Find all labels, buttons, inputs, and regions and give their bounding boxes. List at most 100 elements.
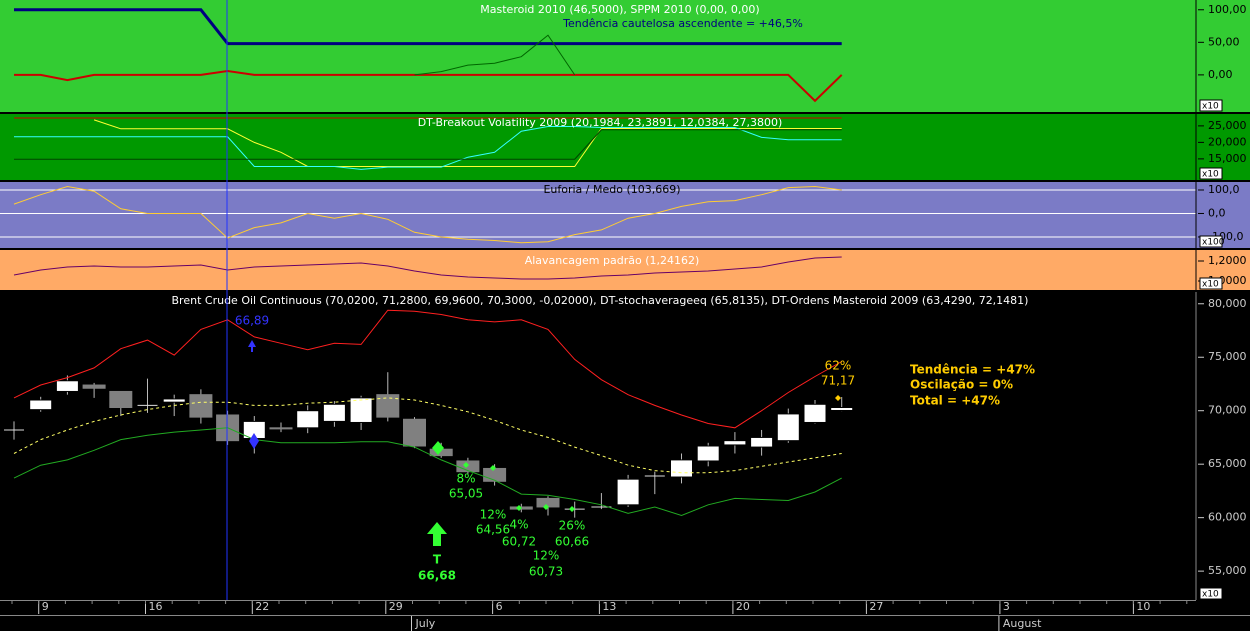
panel-background (0, 292, 1250, 600)
x-tick-label: 9 (42, 600, 49, 613)
annotation: 60,72 (502, 535, 536, 549)
annotation: 66,68 (418, 569, 456, 583)
x-tick-label: 13 (602, 600, 616, 613)
buy-arrow (427, 522, 447, 546)
candle-body (162, 398, 186, 403)
candle-body (616, 478, 640, 506)
y-tick-label: 15,000 (1208, 152, 1247, 165)
panel-subtitle: Tendência cautelosa ascendente = +46,5% (562, 17, 803, 30)
y-tick-label: 25,000 (1208, 119, 1247, 132)
y-tick-label: 1,2000 (1208, 254, 1247, 267)
scale-box (1199, 99, 1223, 112)
panel-title: Alavancagem padrão (1,24162) (525, 254, 700, 267)
x-tick-label: 6 (496, 600, 503, 613)
annotation: 26% (559, 519, 586, 533)
x-tick-label: 27 (869, 600, 883, 613)
x-tick-label: 3 (1003, 600, 1010, 613)
panel-title: Brent Crude Oil Continuous (70,0200, 71,… (172, 294, 1029, 307)
candle-body (322, 403, 346, 422)
candle-body (670, 459, 693, 478)
candle-body (55, 380, 79, 392)
series-line (14, 129, 842, 160)
candle-body (29, 399, 53, 411)
candle-body (189, 394, 213, 418)
candle-body (776, 413, 800, 442)
y-tick-label: 50,00 (1208, 35, 1240, 48)
candle-body (109, 390, 133, 409)
annotation: Oscilação = 0% (910, 378, 1013, 392)
candle-body (723, 440, 747, 446)
y-tick-label: 100,00 (1208, 3, 1247, 16)
scale-box (1199, 167, 1223, 180)
annotation: Total = +47% (910, 394, 1000, 408)
green-dot (516, 505, 522, 511)
blue-diamond (249, 433, 259, 449)
series-line (13, 397, 842, 474)
y-tick-label: 0,0 (1208, 206, 1226, 219)
x-tick-label: 10 (1136, 600, 1150, 613)
panel-title: Euforia / Medo (103,669) (543, 183, 680, 196)
annotation: 60,73 (529, 565, 563, 579)
panel-background (0, 114, 1250, 180)
blue-arrow (248, 340, 256, 352)
candle-body (376, 394, 400, 418)
scale-label: x10 (1202, 102, 1219, 112)
series-line (14, 8, 842, 46)
y-tick-label: 55,000 (1208, 564, 1247, 577)
green-dot (490, 465, 496, 471)
scale-label: x10 (1202, 280, 1219, 290)
green-dot (543, 504, 549, 510)
panel-title: Masteroid 2010 (46,5000), SPPM 2010 (0,0… (480, 3, 759, 16)
x-tick-label: 20 (736, 600, 750, 613)
green-dot (569, 506, 575, 512)
candle-body (830, 407, 854, 411)
annotation: 4% (509, 518, 528, 532)
candle-body (803, 403, 827, 423)
month-label: July (415, 617, 436, 630)
y-tick-label: 65,000 (1208, 457, 1247, 470)
y-tick-label: 100,0 (1208, 183, 1240, 196)
scale-box (1199, 277, 1223, 290)
scale-box (1199, 587, 1223, 600)
green-dot (463, 462, 469, 468)
scale-label: x10 (1202, 590, 1219, 600)
candle-body (296, 410, 320, 429)
annotation: 12% (533, 549, 560, 563)
annotation: T (433, 553, 442, 567)
scale-box (1199, 235, 1223, 248)
series-line (13, 427, 842, 517)
candle-body (483, 467, 507, 482)
panel-background (0, 250, 1250, 290)
annotation: 12% (480, 508, 507, 522)
y-tick-label: 80,000 (1208, 297, 1247, 310)
x-tick-label: 16 (149, 600, 163, 613)
month-label: August (1003, 617, 1042, 630)
annotation: Tendência = +47% (910, 363, 1035, 377)
signal-markers (226, 0, 841, 600)
y-tick-label: 70,000 (1208, 404, 1247, 417)
series-line (414, 34, 576, 76)
series-line (13, 185, 842, 244)
y-tick-label: 0,00 (1208, 68, 1233, 81)
yellow-dot (835, 395, 841, 401)
candle-body (403, 418, 426, 447)
candle-body (750, 436, 774, 448)
series-line (14, 69, 843, 103)
annotation: 66,89 (235, 314, 269, 328)
annotation: 64,56 (476, 523, 510, 537)
y-tick-label: 20,000 (1208, 135, 1247, 148)
annotation: 8% (456, 472, 475, 486)
annotation: 71,17 (821, 374, 855, 388)
panel-title: DT-Breakout Volatility 2009 (20,1984, 23… (418, 116, 783, 129)
scale-label: x10 (1202, 170, 1219, 180)
x-tick-label: 22 (255, 600, 269, 613)
annotation: 65,05 (449, 487, 483, 501)
series-line (93, 119, 842, 167)
candle-body (696, 445, 720, 462)
candle-body (82, 384, 106, 389)
scale-label: x100 (1202, 238, 1225, 248)
green-diamond (432, 441, 444, 455)
y-tick-label: 60,000 (1208, 511, 1247, 524)
